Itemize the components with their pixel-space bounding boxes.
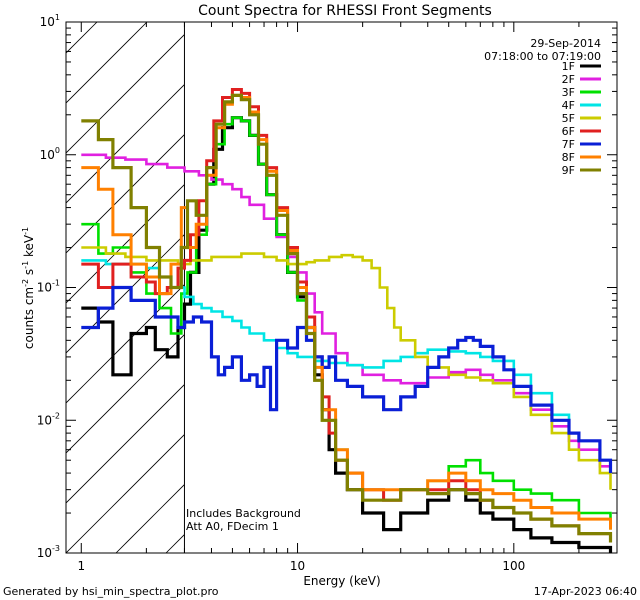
- y-tick-label: 10-1: [37, 279, 60, 295]
- legend-label: 7F: [562, 138, 575, 151]
- y-tick-label: 100: [40, 146, 60, 162]
- hatch-line: [66, 133, 185, 254]
- x-tick-label: 10: [290, 559, 305, 573]
- legend-label: 1F: [562, 60, 575, 73]
- legend-label: 9F: [562, 164, 575, 177]
- x-tick-label: 100: [502, 559, 525, 573]
- y-axis-label-part: s: [22, 269, 36, 279]
- series-line-8f: [81, 93, 612, 530]
- hatch-line: [66, 22, 148, 104]
- hatch-line: [66, 433, 185, 553]
- hatch-line: [66, 183, 185, 304]
- legend-label: 4F: [562, 99, 575, 112]
- series-line-2f: [81, 153, 612, 474]
- footer-generated-by: Generated by hsi_min_spectra_plot.pro: [3, 585, 219, 598]
- chart-title: Count Spectra for RHESSI Front Segments: [198, 3, 492, 19]
- legend-label: 3F: [562, 86, 575, 99]
- hatch-line: [266, 0, 640, 553]
- hatched-region: [66, 0, 640, 553]
- hatch-line: [66, 233, 185, 354]
- x-axis-label: Energy (keV): [303, 574, 380, 588]
- y-tick-label: 10-2: [37, 411, 60, 427]
- series-line-5f: [81, 246, 612, 490]
- hatch-line: [66, 283, 185, 404]
- footer-timestamp: 17-Apr-2023 06:40: [534, 585, 637, 598]
- y-axis-ticks: 10-3 10-2 10-1 100 101: [37, 13, 617, 560]
- x-axis-ticks: 1 10 100: [77, 22, 618, 573]
- annotation-attenuator: Att A0, FDecim 1: [186, 520, 279, 533]
- y-axis-label-sup: -1: [21, 261, 30, 269]
- series-line-9f: [81, 93, 613, 543]
- series-line-3f: [81, 116, 612, 530]
- legend-label: 8F: [562, 151, 575, 164]
- y-tick-label: 10-3: [37, 544, 60, 560]
- legend-label: 2F: [562, 73, 575, 86]
- legend-label: 5F: [562, 112, 575, 125]
- legend-label: 6F: [562, 125, 575, 138]
- y-axis-label-sup: -2: [21, 279, 30, 287]
- series-line-7f: [81, 285, 613, 474]
- date-label: 29-Sep-2014: [530, 37, 601, 50]
- y-tick-label: 101: [40, 13, 60, 29]
- y-axis-label-part: keV: [22, 234, 36, 261]
- hatch-line: [66, 383, 185, 504]
- series-lines: [81, 88, 613, 553]
- x-tick-label: 1: [77, 559, 85, 573]
- annotation-background: Includes Background: [186, 507, 301, 520]
- hatch-line: [216, 0, 640, 553]
- y-axis-label: counts cm-2 s-1 keV-1: [21, 227, 36, 349]
- time-range-label: 07:18:00 to 07:19:00: [484, 50, 601, 63]
- y-axis-label-part: counts cm: [22, 287, 36, 349]
- hatch-line: [66, 33, 185, 154]
- y-axis-label-sup: -1: [21, 227, 30, 235]
